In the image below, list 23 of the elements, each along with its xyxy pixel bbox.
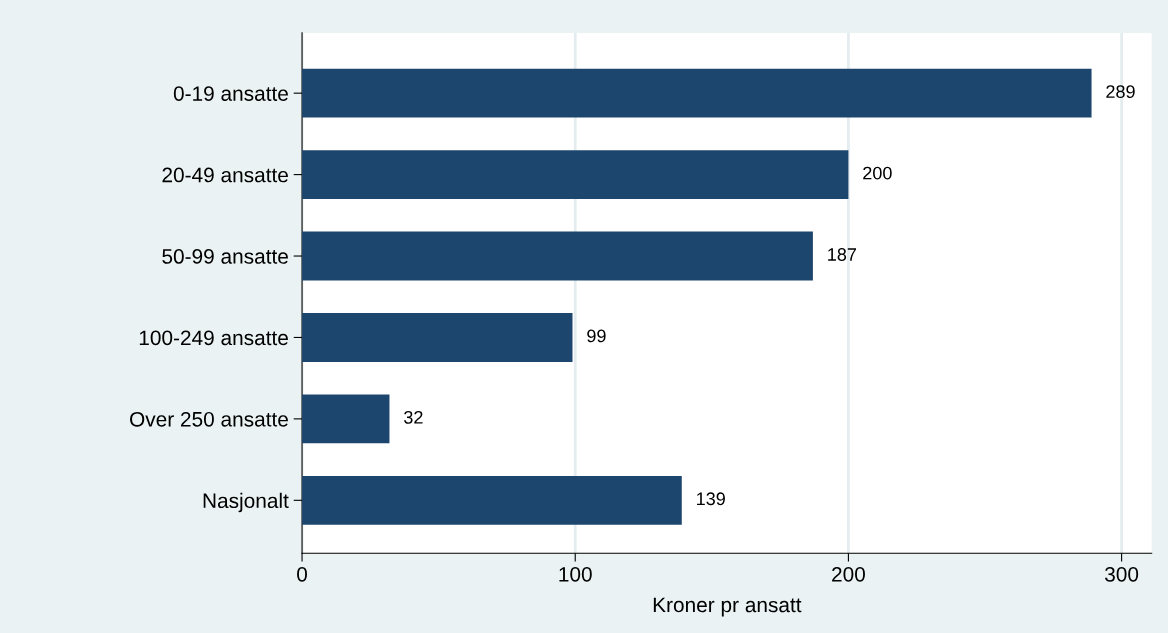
bar bbox=[302, 68, 1092, 118]
x-tick-label: 100 bbox=[559, 566, 592, 582]
data-label: 187 bbox=[828, 248, 857, 261]
bar bbox=[302, 394, 390, 444]
data-label: 32 bbox=[404, 410, 423, 424]
bar bbox=[302, 150, 849, 200]
bar bbox=[302, 313, 573, 362]
data-label: 289 bbox=[1106, 85, 1135, 99]
y-tick-label: Nasjonalt bbox=[203, 492, 289, 513]
y-tick-label: 50-99 ansatte bbox=[162, 249, 288, 264]
x-tick-label: 300 bbox=[1105, 566, 1139, 582]
x-tick-label: 200 bbox=[832, 566, 865, 582]
x-tick-label: 0 bbox=[297, 566, 308, 582]
bar bbox=[302, 231, 813, 281]
y-tick-label: 0-19 ansatte bbox=[173, 86, 288, 101]
data-label: 99 bbox=[587, 329, 606, 343]
data-label: 139 bbox=[697, 492, 725, 506]
y-tick-label: 20-49 ansatte bbox=[162, 167, 288, 183]
y-tick-label: 100-249 ansatte bbox=[139, 330, 288, 346]
bar bbox=[302, 475, 682, 525]
y-tick-label: Over 250 ansatte bbox=[130, 411, 288, 427]
data-label: 200 bbox=[863, 166, 892, 180]
x-axis-title: Kroner pr ansatt bbox=[653, 597, 802, 617]
